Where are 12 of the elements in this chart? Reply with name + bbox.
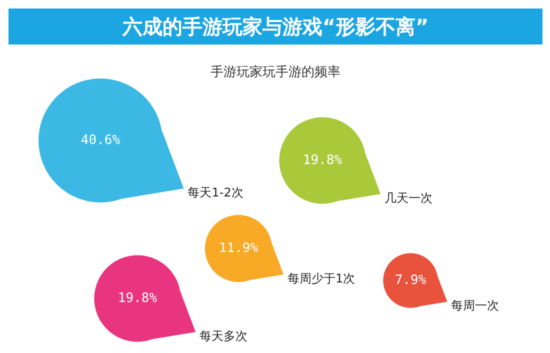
category-label: 每天1-2次 bbox=[188, 186, 244, 200]
category-label: 几天一次 bbox=[384, 191, 433, 206]
category-label: 每天多次 bbox=[200, 329, 248, 344]
data-label: 19.8% bbox=[302, 153, 342, 168]
category-label: 每周一次 bbox=[451, 298, 500, 313]
category-label: 每周少于1次 bbox=[288, 272, 356, 286]
text: 手游玩家玩手游的频率 bbox=[210, 64, 340, 80]
data-label: 19.8% bbox=[118, 291, 158, 306]
data-label: 40.6% bbox=[80, 133, 120, 148]
data-label: 11.9% bbox=[218, 241, 258, 256]
text: 六成的手游玩家与游戏“形影不离” bbox=[121, 14, 429, 38]
data-label: 7.9% bbox=[394, 273, 426, 288]
